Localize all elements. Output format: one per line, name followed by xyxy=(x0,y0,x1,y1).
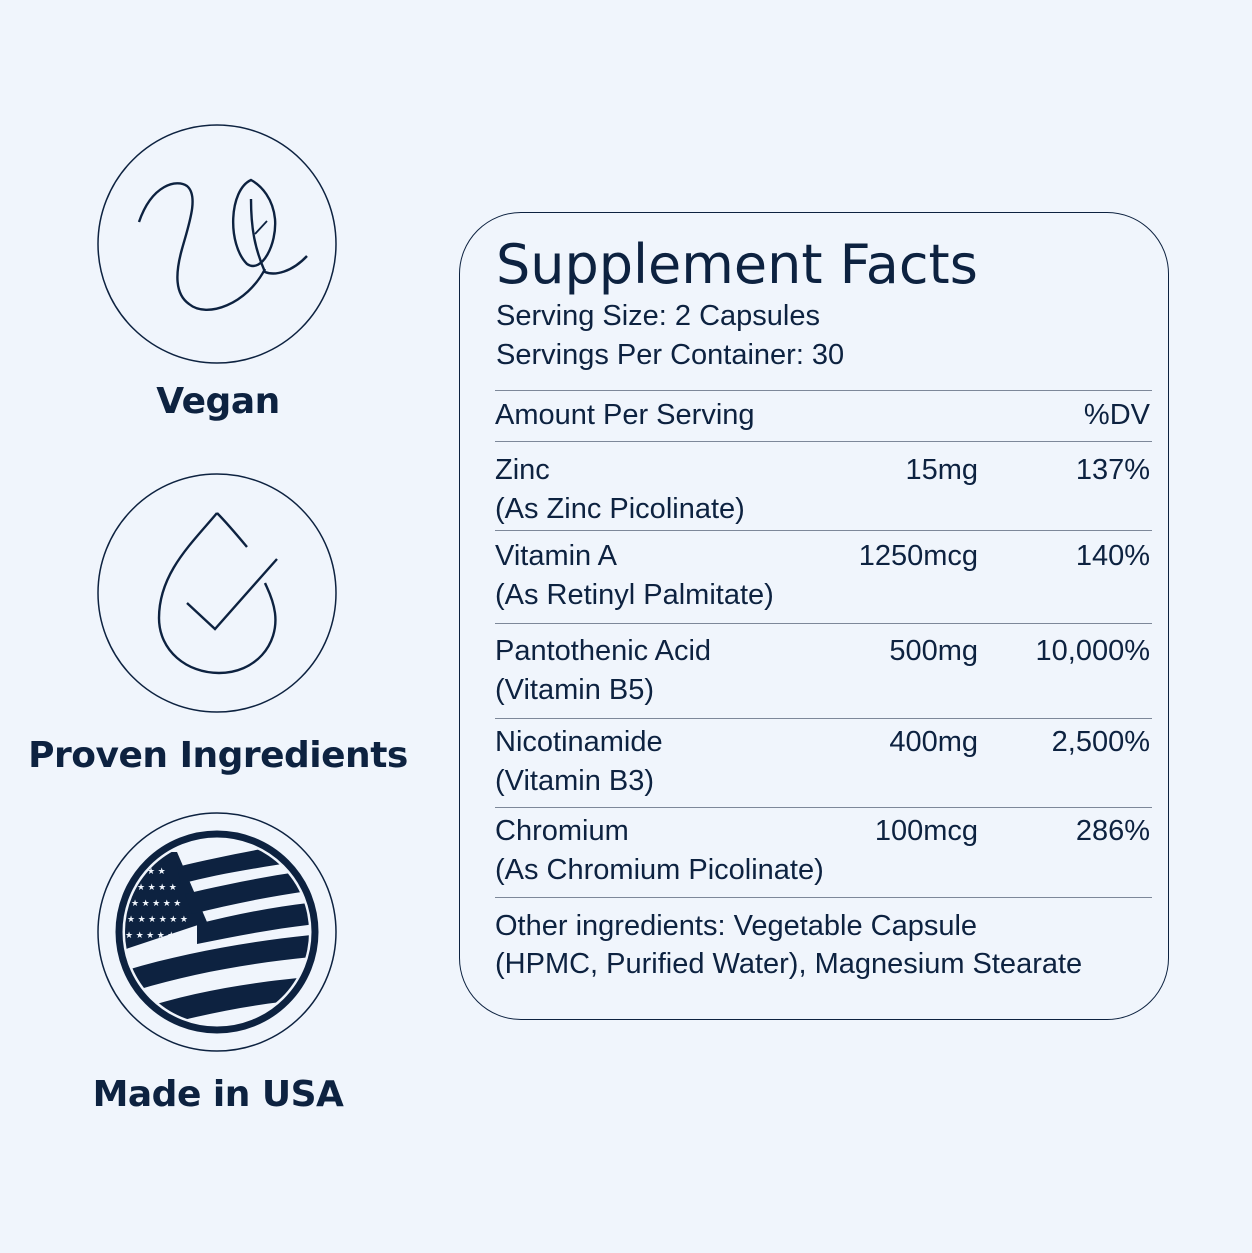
nutrient-detail: (Vitamin B3) xyxy=(495,765,655,797)
nutrient-amount: 500mg xyxy=(889,635,978,667)
svg-text:★ ★ ★ ★: ★ ★ ★ ★ xyxy=(127,946,167,956)
nutrient-name: Chromium xyxy=(495,815,629,847)
nutrient-dv: 140% xyxy=(1075,540,1150,572)
servings-per-container: Servings Per Container: 30 xyxy=(496,339,845,371)
other-ingredients-line: Other ingredients: Vegetable Capsule xyxy=(495,910,978,942)
dv-header: %DV xyxy=(1083,399,1150,431)
svg-text:★ ★ ★ ★: ★ ★ ★ ★ xyxy=(137,882,177,892)
svg-text:★ ★ ★ ★ ★: ★ ★ ★ ★ ★ xyxy=(131,898,181,908)
nutrient-dv: 137% xyxy=(1075,454,1150,486)
divider xyxy=(495,390,1152,391)
nutrient-dv: 286% xyxy=(1075,815,1150,847)
other-ingredients-line: (HPMC, Purified Water), Magnesium Steara… xyxy=(495,948,1083,980)
nutrient-detail: (Vitamin B5) xyxy=(495,674,655,706)
nutrient-detail: (As Retinyl Palmitate) xyxy=(495,579,774,611)
drop-check-icon xyxy=(97,473,337,713)
nutrient-amount: 100mcg xyxy=(874,815,978,847)
svg-text:★ ★ ★ ★ ★ ★: ★ ★ ★ ★ ★ ★ xyxy=(125,930,186,940)
serving-size: Serving Size: 2 Capsules xyxy=(496,300,820,332)
nutrient-amount: 15mg xyxy=(905,454,978,486)
svg-text:★ ★ ★ ★ ★ ★: ★ ★ ★ ★ ★ ★ xyxy=(127,914,188,924)
divider xyxy=(495,623,1152,624)
amount-per-serving-label: Amount Per Serving xyxy=(495,399,755,431)
nutrient-name: Nicotinamide xyxy=(495,726,663,758)
divider xyxy=(495,897,1152,898)
supplement-facts-panel: Supplement Facts Serving Size: 2 Capsule… xyxy=(459,212,1169,1020)
nutrient-dv: 10,000% xyxy=(1035,635,1151,667)
other-ingredients: Other ingredients: Vegetable Capsule (HP… xyxy=(495,907,1082,983)
nutrient-amount: 400mg xyxy=(889,726,978,758)
nutrient-dv: 2,500% xyxy=(1051,726,1150,758)
divider xyxy=(495,807,1152,808)
nutrient-detail: (As Zinc Picolinate) xyxy=(495,493,745,525)
nutrient-detail: (As Chromium Picolinate) xyxy=(495,854,824,886)
divider xyxy=(495,530,1152,531)
divider xyxy=(495,441,1152,442)
made-in-usa-badge: ★ ★ ★ ★ ★ ★ ★ ★ ★ ★ ★ ★ ★ ★ ★ ★ ★ ★ ★ ★ ★ ★… xyxy=(97,812,337,1052)
nutrient-name: Vitamin A xyxy=(495,540,617,572)
divider xyxy=(495,718,1152,719)
made-in-usa-label: Made in USA xyxy=(92,1074,344,1115)
nutrient-amount: 1250mcg xyxy=(858,540,978,572)
vegan-badge xyxy=(97,124,337,364)
usa-flag-icon: ★ ★ ★ ★ ★ ★ ★ ★ ★ ★ ★ ★ ★ ★ ★ ★ ★ ★ ★ ★ ★ ★… xyxy=(97,812,337,1052)
vegan-leaf-icon xyxy=(97,124,337,364)
proven-ingredients-badge xyxy=(97,473,337,713)
facts-title: Supplement Facts xyxy=(496,233,978,296)
svg-text:★ ★: ★ ★ xyxy=(147,866,166,876)
nutrient-name: Pantothenic Acid xyxy=(495,635,712,667)
nutrient-name: Zinc xyxy=(495,454,550,486)
vegan-label: Vegan xyxy=(156,381,280,422)
proven-ingredients-label: Proven Ingredients xyxy=(28,735,408,776)
